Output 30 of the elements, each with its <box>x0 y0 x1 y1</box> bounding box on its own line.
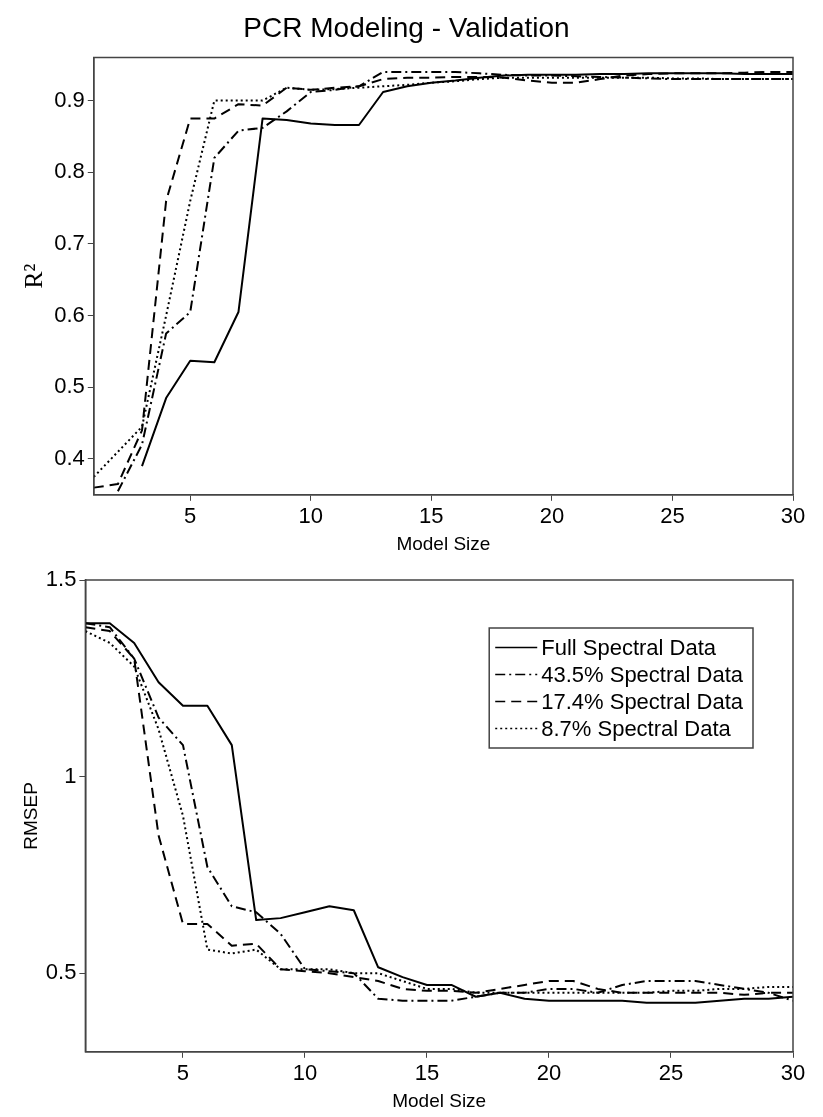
y-tick-label: 1.5 <box>45 566 77 592</box>
x-axis-title: Model Size <box>396 532 491 554</box>
y-tick-label: 0.7 <box>54 230 85 256</box>
legend-label: 17.4% Spectral Data <box>541 688 744 714</box>
chart-title: PCR Modeling - Validation <box>243 11 570 43</box>
x-tick-label: 20 <box>539 503 565 529</box>
y-axis-title: R² <box>19 263 49 289</box>
legend-label: 43.5% Spectral Data <box>541 661 744 687</box>
x-tick-label: 5 <box>184 503 197 529</box>
y-tick-label: 1 <box>64 762 77 788</box>
x-tick-label: 25 <box>660 503 685 529</box>
x-tick-label: 15 <box>419 503 444 529</box>
y-tick-label: 0.8 <box>54 158 85 184</box>
x-tick-label: 10 <box>292 1060 318 1086</box>
x-tick-label: 5 <box>176 1060 190 1086</box>
y-tick-label: 0.5 <box>45 959 77 985</box>
legend-label: Full Spectral Data <box>541 634 717 660</box>
x-tick-label: 30 <box>780 1060 806 1086</box>
y-tick-label: 0.9 <box>54 86 85 112</box>
legend-label: 8.7% Spectral Data <box>541 715 732 741</box>
x-axis-title: Model Size <box>392 1089 487 1111</box>
x-tick-label: 20 <box>536 1060 562 1086</box>
y-tick-label: 0.6 <box>54 301 85 327</box>
x-tick-label: 10 <box>298 503 324 529</box>
y-tick-label: 0.4 <box>54 445 85 471</box>
x-tick-label: 25 <box>658 1060 684 1086</box>
x-tick-label: 15 <box>414 1060 440 1086</box>
x-tick-label: 30 <box>780 503 806 529</box>
y-axis-title: RMSEP <box>19 782 41 850</box>
y-tick-label: 0.5 <box>54 373 85 399</box>
